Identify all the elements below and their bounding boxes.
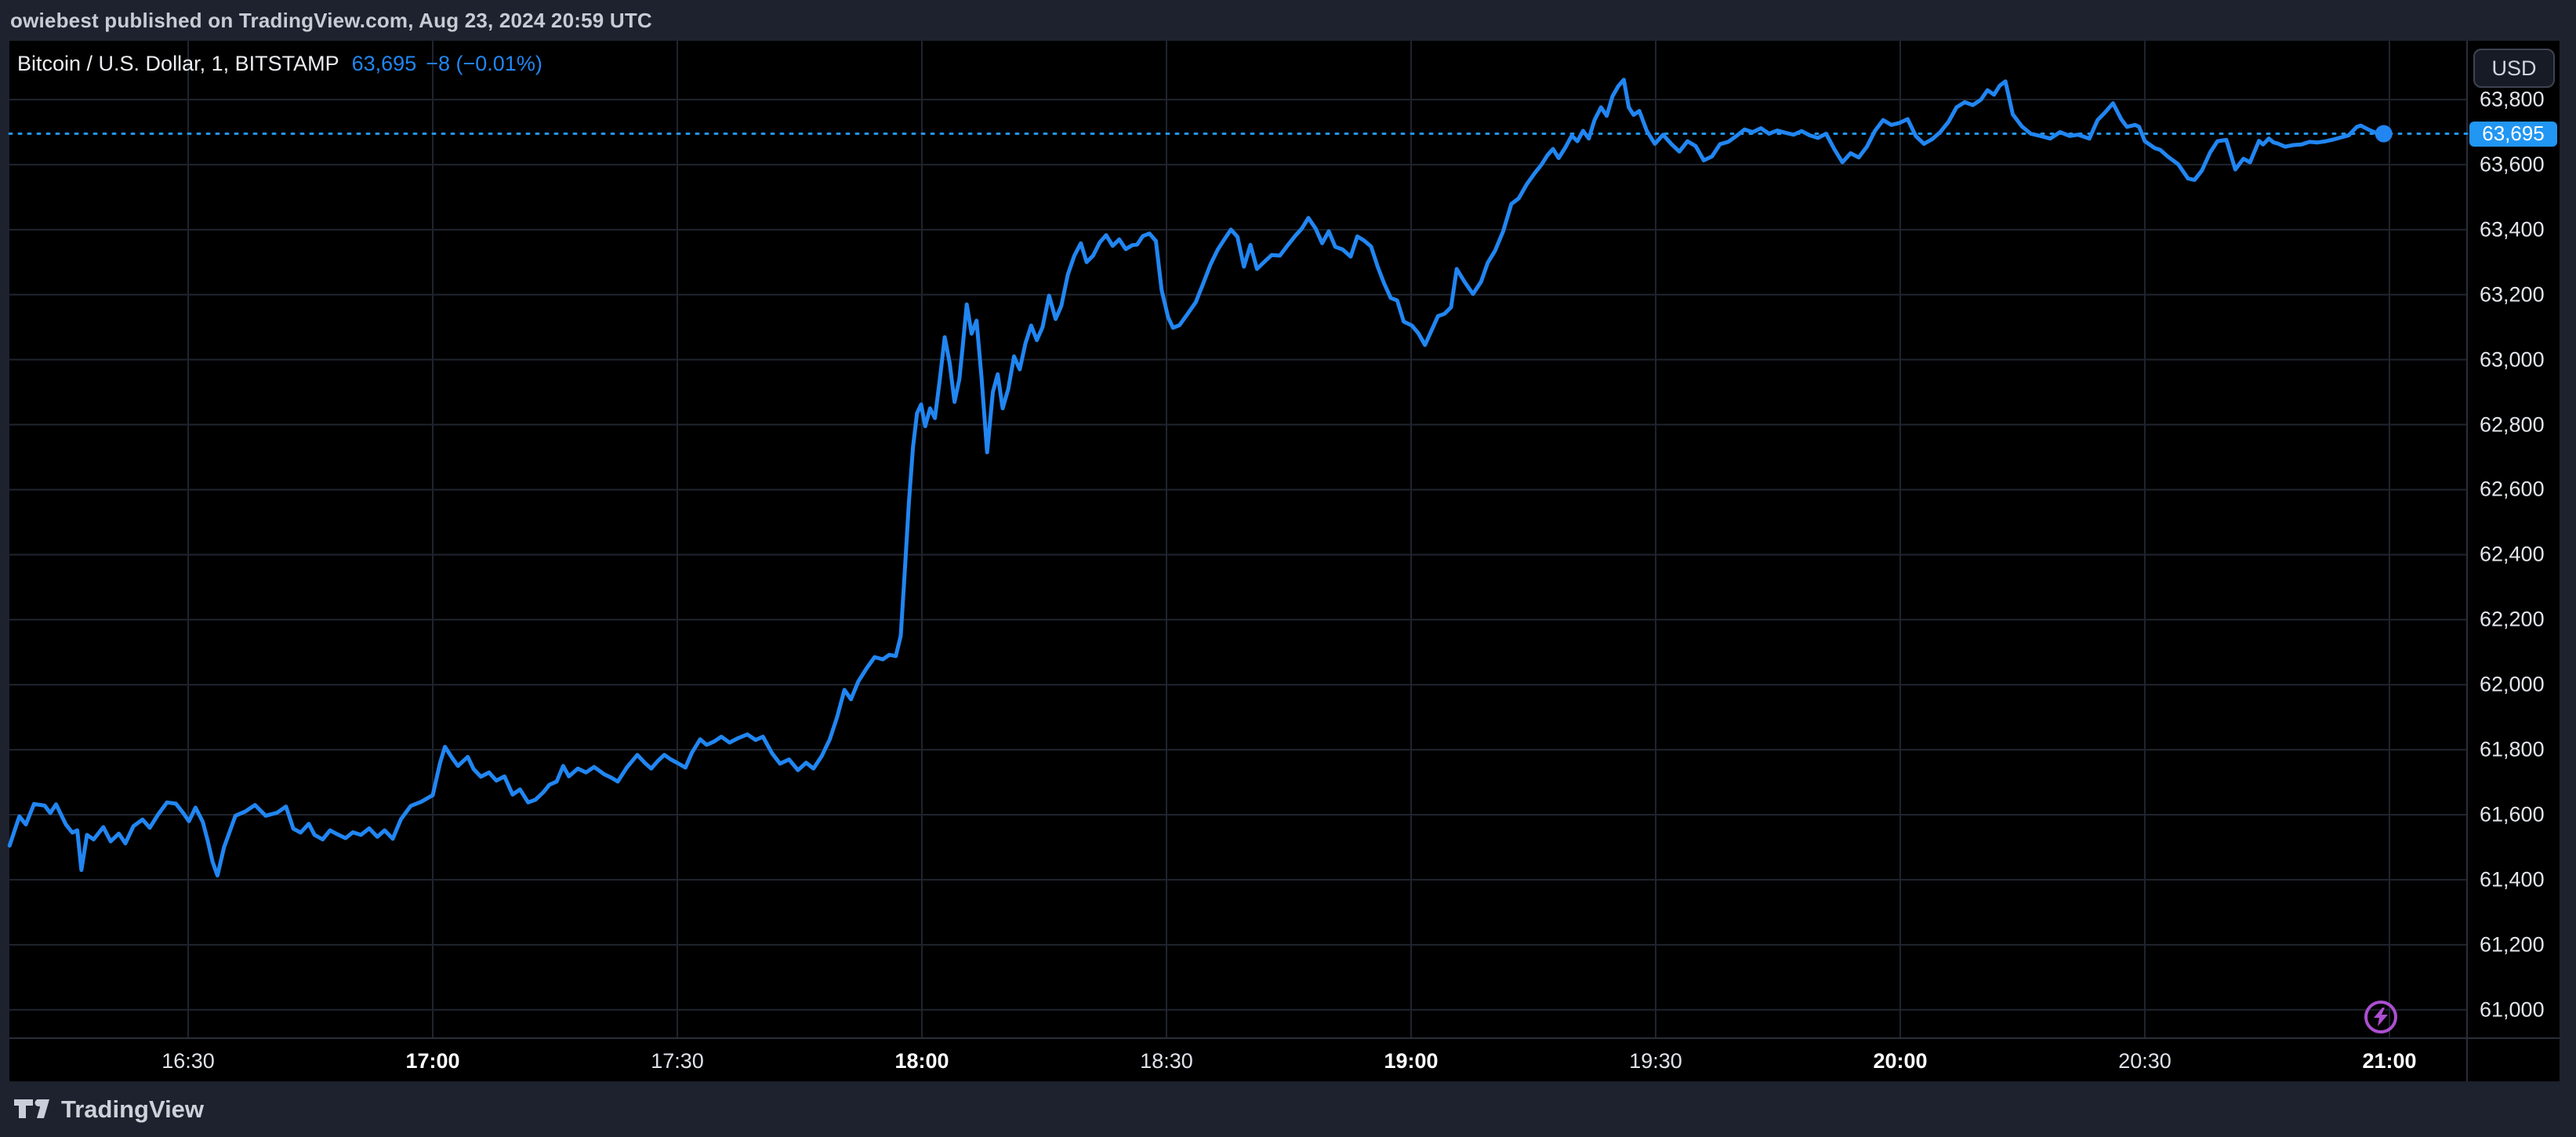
price-axis-label: 62,400 [2480,542,2545,566]
tradingview-logo-icon [14,1099,49,1118]
time-axis-label: 21:00 [2362,1049,2417,1073]
price-axis-label: 61,200 [2480,932,2545,957]
time-axis-label: 17:00 [405,1049,460,1073]
price-axis-label: 62,200 [2480,607,2545,631]
price-axis-label: 63,400 [2480,217,2545,242]
time-axis-label: 20:00 [1873,1049,1928,1073]
footer-brand-text: TradingView [61,1095,205,1123]
time-axis-label: 20:30 [2118,1049,2171,1073]
current-price-badge: 63,695 [2469,121,2557,147]
boost-button[interactable] [2364,1001,2397,1033]
last-price-dot [2375,125,2393,143]
time-axis-label: 19:30 [1629,1049,1682,1073]
price-axis-label: 63,200 [2480,282,2545,307]
symbol-title: Bitcoin / U.S. Dollar, 1, BITSTAMP [17,52,339,75]
time-axis-label: 18:00 [894,1049,949,1073]
time-axis-label: 17:30 [651,1049,704,1073]
currency-toggle-button[interactable]: USD [2473,49,2555,88]
last-price: 63,695 [351,52,417,75]
price-axis-label: 63,000 [2480,347,2545,372]
price-change: −8 (−0.01%) [426,52,542,75]
price-axis-label: 62,600 [2480,477,2545,501]
price-axis-label: 63,800 [2480,87,2545,111]
time-axis-label: 18:30 [1140,1049,1193,1073]
price-axis-label: 61,600 [2480,802,2545,826]
lightning-icon [2374,1008,2388,1026]
price-line-series [7,78,2386,877]
time-axis-label: 19:00 [1384,1049,1439,1073]
footer-bar: TradingView [0,1081,2576,1137]
price-axis-label: 62,000 [2480,672,2545,696]
chart-background [9,41,2560,1081]
symbol-header: Bitcoin / U.S. Dollar, 1, BITSTAMP 63,69… [17,52,542,76]
price-axis-label: 61,000 [2480,997,2545,1022]
publish-info: owiebest published on TradingView.com, A… [10,8,652,32]
price-axis-label: 63,600 [2480,152,2545,176]
tradingview-logo[interactable] [14,1099,50,1120]
price-axis-label: 61,400 [2480,867,2545,892]
price-axis-label: 61,800 [2480,737,2545,761]
price-axis-label: 62,800 [2480,412,2545,437]
time-axis-label: 16:30 [161,1049,215,1073]
